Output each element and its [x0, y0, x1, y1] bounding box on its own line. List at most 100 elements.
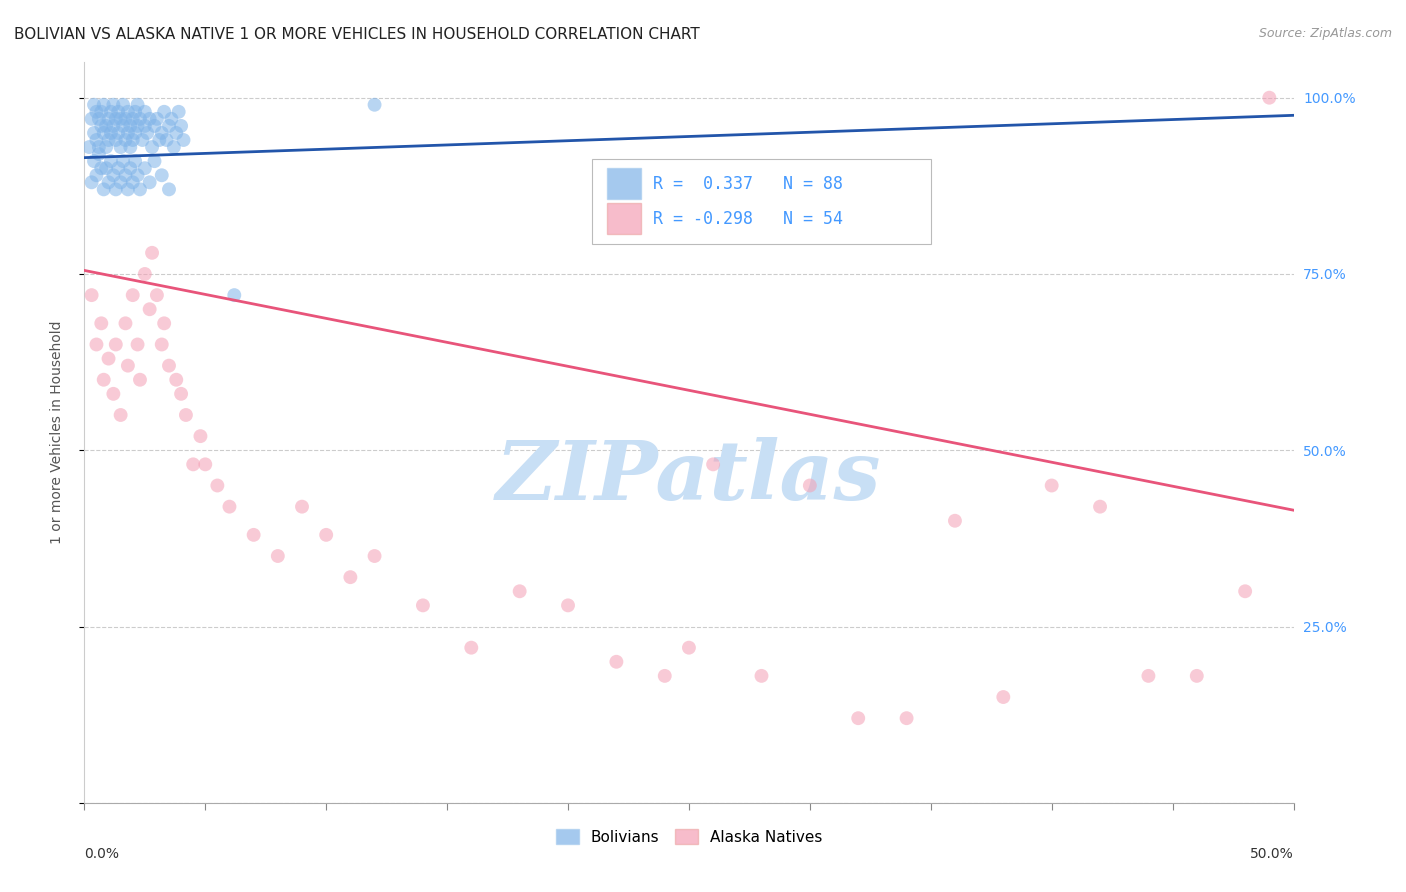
Point: [120, 161, 142, 176]
Point: [1185, 669, 1208, 683]
Point: [146, 112, 169, 126]
Legend: Bolivians, Alaska Natives: Bolivians, Alaska Natives: [550, 822, 828, 851]
Point: [93, 373, 115, 387]
Point: [80, 288, 103, 302]
Point: [150, 337, 173, 351]
Point: [90, 161, 112, 176]
Point: [87, 112, 110, 126]
Point: [146, 288, 169, 302]
Point: [112, 97, 135, 112]
Point: [104, 337, 127, 351]
Point: [127, 168, 149, 182]
Point: [654, 669, 676, 683]
Point: [129, 182, 152, 196]
Point: [173, 133, 195, 147]
Point: [157, 119, 180, 133]
Point: [129, 112, 152, 126]
Point: [363, 549, 385, 563]
Point: [127, 337, 149, 351]
Point: [170, 119, 193, 133]
Point: [124, 126, 146, 140]
Point: [94, 140, 117, 154]
Point: [121, 133, 143, 147]
Point: [94, 161, 117, 176]
Point: [80, 112, 103, 126]
Point: [174, 408, 197, 422]
FancyBboxPatch shape: [607, 169, 641, 200]
Point: [896, 711, 918, 725]
Point: [110, 140, 132, 154]
Point: [86, 104, 108, 119]
Point: [107, 104, 129, 119]
Point: [190, 429, 212, 443]
Point: [157, 359, 180, 373]
Point: [1040, 478, 1063, 492]
Point: [1258, 91, 1281, 105]
Text: R =  0.337   N = 88: R = 0.337 N = 88: [652, 175, 842, 193]
Point: [80, 175, 103, 189]
Point: [94, 119, 117, 133]
Text: BOLIVIAN VS ALASKA NATIVE 1 OR MORE VEHICLES IN HOUSEHOLD CORRELATION CHART: BOLIVIAN VS ALASKA NATIVE 1 OR MORE VEHI…: [14, 27, 700, 42]
Text: Source: ZipAtlas.com: Source: ZipAtlas.com: [1258, 27, 1392, 40]
Point: [103, 97, 125, 112]
Point: [157, 182, 180, 196]
Point: [107, 126, 129, 140]
Point: [121, 112, 143, 126]
Point: [90, 104, 112, 119]
Point: [702, 458, 724, 472]
Point: [148, 133, 170, 147]
Point: [97, 351, 120, 366]
Point: [134, 104, 156, 119]
Point: [97, 112, 120, 126]
Point: [1234, 584, 1257, 599]
Point: [114, 112, 136, 126]
Point: [165, 373, 187, 387]
Point: [163, 140, 186, 154]
Point: [165, 126, 187, 140]
Point: [141, 140, 163, 154]
Point: [103, 168, 125, 182]
Point: [77, 140, 100, 154]
Point: [86, 133, 108, 147]
Point: [993, 690, 1015, 704]
Point: [291, 500, 314, 514]
Y-axis label: 1 or more Vehicles in Household: 1 or more Vehicles in Household: [49, 321, 63, 544]
Point: [124, 104, 146, 119]
Point: [155, 133, 177, 147]
Point: [138, 175, 160, 189]
Point: [339, 570, 361, 584]
Point: [112, 119, 135, 133]
Point: [86, 337, 108, 351]
Point: [160, 112, 183, 126]
Point: [134, 267, 156, 281]
Text: 50.0%: 50.0%: [1250, 847, 1294, 861]
Point: [127, 119, 149, 133]
Point: [412, 599, 434, 613]
Point: [83, 126, 105, 140]
Point: [153, 104, 176, 119]
Point: [90, 316, 112, 330]
Point: [141, 245, 163, 260]
Point: [107, 161, 129, 176]
Point: [117, 182, 139, 196]
Point: [114, 168, 136, 182]
Point: [93, 126, 115, 140]
Point: [194, 458, 217, 472]
Point: [100, 154, 122, 169]
Text: 0.0%: 0.0%: [84, 847, 120, 861]
Point: [127, 97, 149, 112]
Point: [110, 175, 132, 189]
Point: [104, 182, 127, 196]
Point: [100, 104, 122, 119]
Point: [242, 528, 264, 542]
Point: [218, 500, 240, 514]
Point: [363, 97, 385, 112]
Point: [120, 140, 142, 154]
Point: [460, 640, 482, 655]
Point: [100, 126, 122, 140]
Point: [121, 288, 143, 302]
Point: [315, 528, 337, 542]
Point: [678, 640, 700, 655]
Point: [121, 175, 143, 189]
Point: [110, 112, 132, 126]
